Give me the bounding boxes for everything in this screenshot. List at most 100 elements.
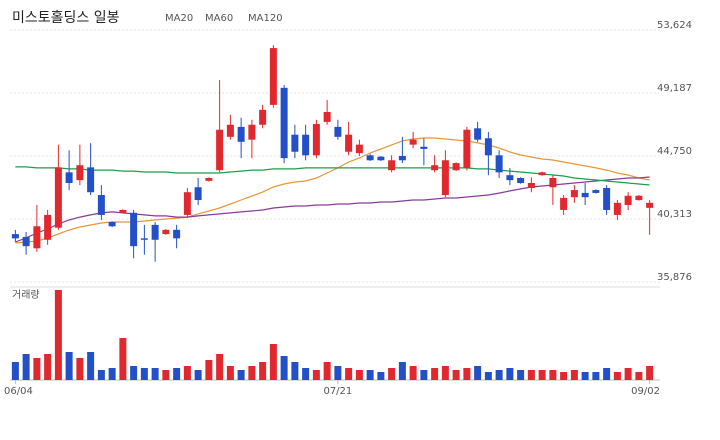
candle-body	[624, 195, 632, 205]
x-tick-label: 07/21	[323, 386, 352, 397]
volume-bar	[97, 370, 105, 380]
candle-body	[646, 202, 654, 208]
candle-body	[506, 175, 514, 181]
candle-body	[259, 109, 267, 125]
volume-bar	[398, 362, 406, 380]
volume-label: 거래량	[12, 289, 40, 301]
candle-body	[431, 165, 439, 171]
candle-body	[549, 178, 557, 188]
volume-bar	[345, 368, 353, 380]
candle-body	[527, 182, 535, 188]
candle-body	[44, 214, 52, 240]
candle-body	[226, 124, 234, 137]
candle-body	[151, 224, 159, 240]
x-tick-label: 09/02	[631, 386, 660, 397]
volume-bar	[119, 338, 127, 380]
candle-body	[484, 138, 492, 156]
legend-entry: MA60	[205, 13, 233, 24]
candle-body	[388, 160, 396, 171]
volume-bar	[108, 368, 116, 380]
volume-bar	[484, 372, 492, 380]
candle-body	[409, 139, 417, 145]
candle-body	[76, 165, 84, 181]
volume-bar	[54, 290, 62, 380]
volume-bar	[173, 368, 181, 380]
candle-body	[54, 167, 62, 228]
volume-bar	[334, 366, 342, 380]
volume-bar	[237, 370, 245, 380]
candle-body	[194, 187, 202, 201]
candle-body	[355, 144, 363, 154]
volume-bar	[22, 354, 30, 380]
volume-bar	[560, 372, 568, 380]
volume-bar	[291, 362, 299, 380]
candle-body	[119, 209, 127, 213]
candle-body	[441, 160, 449, 196]
volume-bar	[570, 370, 578, 380]
candle-body	[377, 156, 385, 161]
candle-body	[538, 172, 546, 176]
candle-body	[33, 226, 41, 249]
volume-bar	[420, 370, 428, 380]
volume-bar	[603, 368, 611, 380]
volume-bar	[441, 366, 449, 380]
volume-bar	[355, 370, 363, 380]
candle-body	[635, 195, 643, 201]
volume-bar	[377, 372, 385, 380]
chart-title: 미스토홀딩스 일봉	[12, 10, 120, 26]
volume-bar	[205, 360, 213, 380]
volume-bar	[431, 368, 439, 380]
legend-entry: MA20	[165, 13, 193, 24]
volume-bar	[269, 344, 277, 380]
volume-bar	[44, 354, 52, 380]
candle-body	[398, 156, 406, 161]
candle-body	[237, 126, 245, 142]
volume-bar	[517, 370, 525, 380]
volume-bar	[183, 366, 191, 380]
candle-body	[420, 146, 428, 149]
volume-bar	[33, 358, 41, 380]
candle-body	[581, 192, 589, 198]
volume-bar	[366, 370, 374, 380]
volume-bar	[65, 352, 73, 380]
candle-body	[269, 48, 277, 105]
volume-bar	[409, 366, 417, 380]
candle-body	[463, 129, 471, 169]
volume-bar	[130, 366, 138, 380]
candle-body	[495, 155, 503, 173]
volume-bar	[140, 368, 148, 380]
ma-line	[15, 137, 650, 244]
candle-body	[345, 134, 353, 152]
candle-body	[140, 238, 148, 240]
volume-bar	[549, 370, 557, 380]
candle-body	[65, 172, 73, 183]
volume-bar	[506, 368, 514, 380]
y-tick-label: 53,624	[657, 20, 692, 31]
candle-body	[570, 190, 578, 198]
volume-bar	[624, 368, 632, 380]
candle-body	[183, 192, 191, 215]
volume-bar	[635, 372, 643, 380]
volume-bar	[11, 362, 19, 380]
x-tick-label: 06/04	[4, 386, 33, 397]
candle-body	[97, 195, 105, 215]
candle-body	[323, 111, 331, 122]
volume-bar	[302, 368, 310, 380]
candle-body	[474, 128, 482, 140]
volume-bar	[216, 354, 224, 380]
candle-body	[205, 178, 213, 181]
volume-bar	[613, 372, 621, 380]
volume-bar	[495, 370, 503, 380]
volume-bar	[463, 368, 471, 380]
volume-bar	[646, 366, 654, 380]
volume-bar	[312, 370, 320, 380]
volume-bar	[248, 366, 256, 380]
volume-bar	[388, 368, 396, 380]
candle-body	[366, 155, 374, 161]
candle-body	[613, 202, 621, 215]
candle-body	[87, 167, 95, 193]
candle-body	[312, 124, 320, 156]
volume-bar	[581, 372, 589, 380]
candle-body	[248, 124, 256, 140]
